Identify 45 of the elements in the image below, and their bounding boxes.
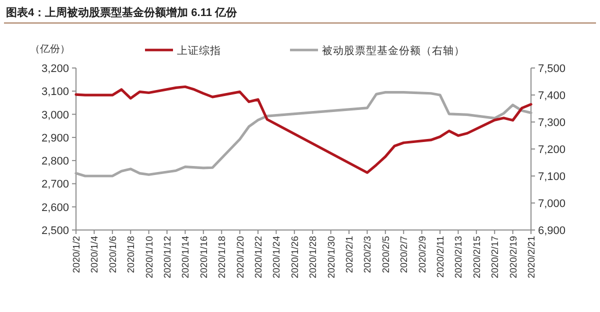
x-tick-label: 2020/2/15: [472, 236, 483, 278]
y-tick-label: 3,200: [41, 63, 69, 75]
x-tick-label: 2020/1/22: [254, 236, 264, 278]
x-tick-label: 2020/1/30: [326, 236, 338, 278]
x-tick-label: 2020/2/11: [436, 236, 446, 278]
y2-tick-label: 7,500: [538, 63, 566, 75]
x-tick-label: 2020/2/17: [490, 236, 502, 278]
x-tick-label: 2020/1/6: [108, 236, 119, 273]
x-tick-label: 2020/1/28: [308, 236, 320, 278]
chart-title: 图表4：上周被动股票型基金份额增加 6.11 亿份: [6, 6, 238, 19]
y-tick-label: 2,500: [41, 225, 69, 237]
y2-tick-label: 7,300: [538, 117, 566, 129]
x-tick-label: 2020/1/16: [198, 236, 210, 278]
x-tick-label: 2020/2/1: [344, 236, 356, 273]
x-tick-label: 2020/1/4: [90, 236, 101, 273]
y-tick-label: 3,100: [41, 86, 69, 98]
y-tick-label: 2,700: [41, 178, 69, 191]
x-tick-label: 2020/2/7: [399, 236, 410, 273]
x-tick-label: 2020/1/24: [272, 236, 283, 278]
x-tick-label: 2020/1/14: [180, 236, 192, 278]
y2-tick-label: 6,900: [538, 225, 566, 237]
x-tick-label: 2020/2/3: [362, 236, 374, 273]
x-tick-label: 2020/1/20: [235, 236, 246, 278]
y-tick-label: 2,800: [41, 156, 69, 168]
x-tick-label: 2020/2/13: [454, 236, 465, 278]
y-tick-label: 3,000: [41, 109, 69, 122]
y2-tick-label: 7,100: [538, 171, 566, 183]
x-tick-label: 2020/1/26: [290, 236, 301, 278]
x-tick-label: 2020/2/21: [526, 236, 538, 278]
x-tick-label: 2020/1/10: [144, 236, 156, 278]
x-tick-label: 2020/1/8: [126, 236, 138, 273]
x-tick-label: 2020/2/5: [380, 236, 392, 273]
y-tick-label: 2,600: [41, 202, 69, 214]
legend-label: 上证综指: [177, 44, 221, 57]
y2-tick-label: 7,200: [538, 144, 566, 156]
y-tick-label: 2,900: [41, 132, 69, 144]
x-tick-label: 2020/1/2: [72, 236, 82, 273]
legend-label: 被动股票型基金份额（右轴）: [322, 44, 465, 57]
y-axis-title: （亿份）: [30, 44, 70, 55]
y2-tick-label: 7,400: [538, 90, 566, 102]
x-tick-label: 2020/2/9: [417, 236, 428, 273]
x-tick-label: 2020/1/18: [217, 236, 228, 278]
x-tick-label: 2020/1/12: [162, 236, 174, 278]
x-tick-label: 2020/2/19: [508, 236, 520, 278]
y2-tick-label: 7,000: [538, 198, 566, 210]
